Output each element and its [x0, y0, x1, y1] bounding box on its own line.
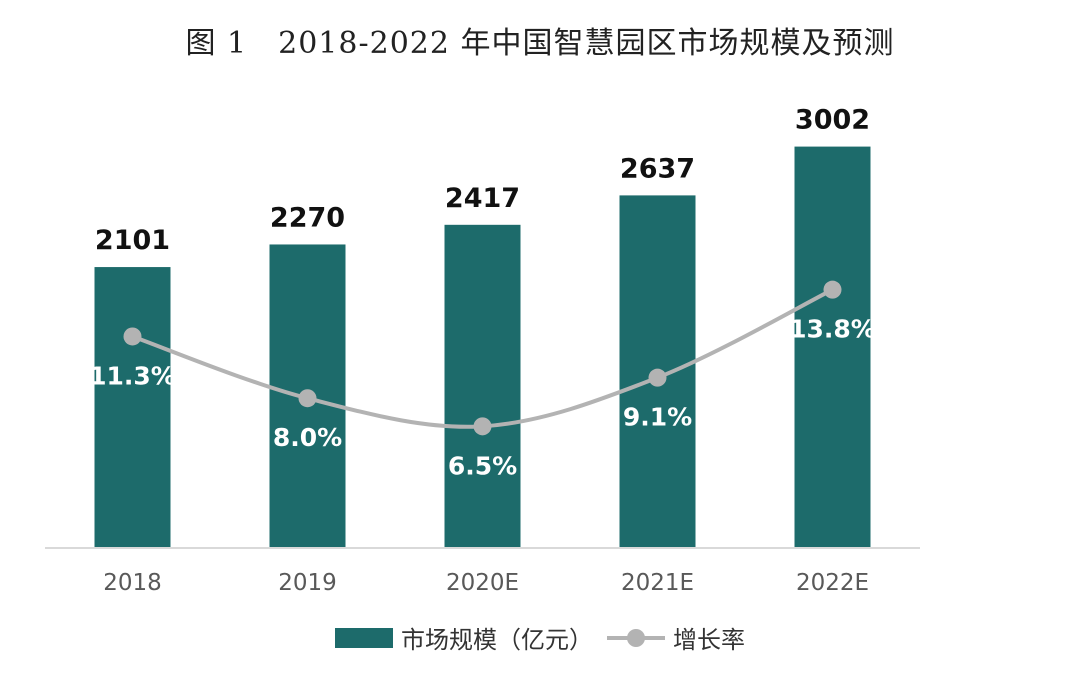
growth-rate-point-2018 — [123, 327, 142, 346]
growth-rate-point-2021E — [648, 368, 667, 387]
growth-rate-point-2020E — [473, 417, 492, 436]
chart-title: 图 1 2018-2022 年中国智慧园区市场规模及预测 — [185, 26, 895, 61]
bar-2020E — [444, 224, 521, 549]
legend: 市场规模（亿元） 增长率 — [0, 620, 1080, 655]
bar-value-label: 2101 — [95, 225, 170, 256]
growth-rate-point-2019 — [298, 389, 317, 408]
x-tick-label: 2021E — [621, 570, 694, 596]
bar-value-label: 2417 — [445, 183, 520, 214]
growth-rate-label: 11.3% — [89, 361, 176, 390]
legend-label-growth-rate: 增长率 — [673, 626, 745, 654]
bar-2018 — [94, 267, 171, 548]
bar-value-label: 2270 — [270, 202, 345, 233]
growth-rate-label: 6.5% — [448, 451, 517, 480]
growth-rate-label: 13.8% — [789, 315, 876, 344]
x-tick-label: 2019 — [278, 570, 337, 596]
legend-item-market-size: 市场规模（亿元） — [335, 620, 593, 655]
growth-rate-label: 9.1% — [623, 403, 692, 432]
growth-rate-label: 8.0% — [273, 423, 342, 452]
growth-rate-point-2022E — [823, 280, 842, 299]
x-tick-label: 2018 — [103, 570, 162, 596]
bar-value-label: 2637 — [620, 153, 695, 184]
x-tick-label: 2020E — [446, 570, 519, 596]
legend-bar-swatch — [335, 627, 393, 648]
bar-2022E — [794, 146, 871, 548]
bar-value-label: 3002 — [795, 105, 870, 136]
legend-item-growth-rate: 增长率 — [607, 620, 745, 655]
legend-line-swatch — [607, 626, 665, 650]
legend-label-market-size: 市场规模（亿元） — [401, 626, 593, 654]
x-tick-label: 2022E — [796, 570, 869, 596]
